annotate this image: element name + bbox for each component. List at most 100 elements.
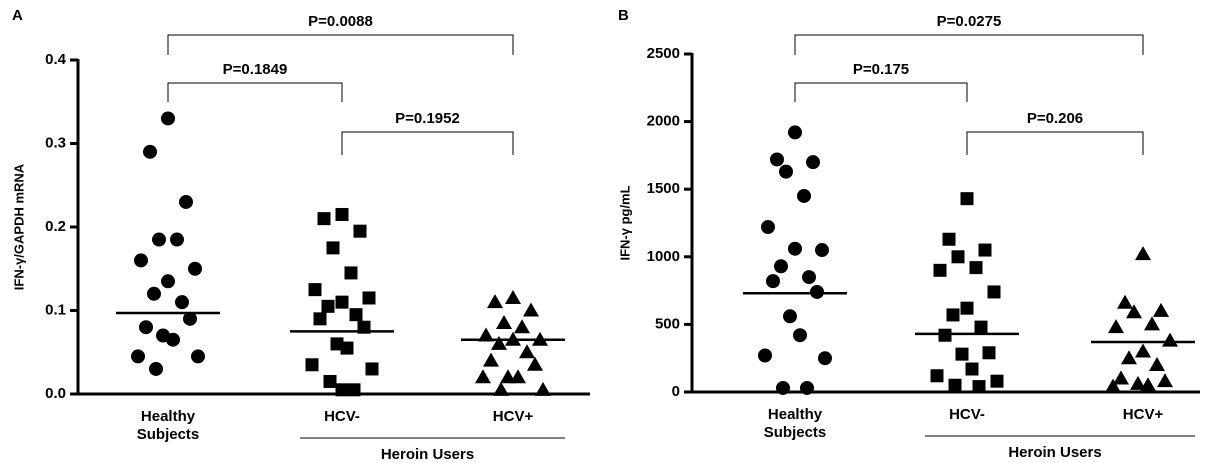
- data-point: [1144, 316, 1160, 331]
- data-point: [1149, 356, 1165, 371]
- p-value: P=0.1849: [223, 61, 288, 78]
- data-point: [818, 351, 832, 366]
- data-point: [938, 328, 952, 342]
- data-point: [313, 312, 327, 326]
- data-point: [308, 283, 322, 297]
- p-value: P=0.175: [853, 61, 909, 78]
- y-axis-label: IFN-γ/GAPDH mRNA: [11, 163, 26, 290]
- y-tick-label: 500: [655, 315, 680, 332]
- y-tick-label: 0: [672, 383, 680, 400]
- data-point: [505, 289, 521, 304]
- data-point: [166, 332, 180, 347]
- data-point: [330, 337, 344, 351]
- data-point: [131, 349, 145, 364]
- data-point: [806, 155, 820, 170]
- data-point: [183, 311, 197, 326]
- data-point: [1157, 373, 1173, 388]
- data-point: [758, 348, 772, 363]
- x-tick-label: HCV+: [1122, 406, 1164, 423]
- y-tick-label: 2000: [647, 113, 680, 130]
- data-point: [191, 349, 205, 364]
- data-point: [535, 381, 551, 396]
- x-category: HCV+: [493, 408, 533, 425]
- p-value: P=0.1952: [395, 110, 460, 127]
- data-point: [1121, 350, 1137, 365]
- significance-bracket: [167, 34, 514, 55]
- data-point: [1135, 246, 1151, 261]
- data-point: [362, 291, 376, 305]
- data-point: [510, 369, 526, 384]
- data-point: [802, 270, 816, 285]
- data-point: [946, 308, 960, 322]
- data-point: [335, 383, 349, 397]
- data-point: [335, 207, 349, 221]
- data-point: [487, 294, 503, 309]
- data-point: [800, 380, 814, 395]
- x-category: HCV+: [1122, 406, 1164, 423]
- data-point: [770, 152, 784, 167]
- significance-bracket: [794, 34, 1144, 55]
- data-point: [483, 352, 499, 367]
- data-point: [960, 192, 974, 206]
- x-tick-label: Healthy Subjects: [763, 406, 827, 441]
- data-point: [321, 299, 335, 313]
- data-point: [519, 344, 535, 359]
- y-tick-label: 0.2: [45, 218, 66, 235]
- data-point: [139, 320, 153, 335]
- data-point: [305, 358, 319, 372]
- data-point: [951, 250, 965, 264]
- data-point: [179, 194, 193, 209]
- data-point: [990, 374, 1004, 388]
- data-point: [188, 261, 202, 276]
- panel-label: A: [12, 7, 23, 24]
- y-axis-label: IFN-γ pg/mL: [617, 185, 632, 260]
- data-point: [974, 320, 988, 334]
- x-category: HCV-: [949, 406, 985, 423]
- data-point: [1126, 304, 1142, 319]
- data-point: [344, 266, 358, 280]
- data-point: [1153, 302, 1169, 317]
- x-category: Healthy Subjects: [763, 406, 827, 441]
- data-point: [766, 274, 780, 289]
- data-point: [810, 284, 824, 299]
- data-point: [323, 374, 337, 388]
- data-point: [175, 295, 189, 310]
- data-point: [149, 361, 163, 376]
- data-point: [347, 383, 361, 397]
- x-tick-label: HCV-: [324, 408, 360, 425]
- data-point: [152, 232, 166, 247]
- data-point: [1162, 332, 1178, 347]
- significance-bracket: [966, 131, 1144, 155]
- data-point: [523, 302, 539, 317]
- data-point: [955, 347, 969, 361]
- y-tick-label: 0.1: [45, 301, 66, 318]
- data-point: [335, 295, 349, 309]
- data-point: [788, 125, 802, 140]
- data-point: [982, 346, 996, 360]
- panel-label: B: [618, 7, 629, 24]
- data-point: [365, 362, 379, 376]
- x-tick-label: HCV-: [949, 406, 985, 423]
- data-point: [969, 261, 983, 275]
- p-value: P=0.0275: [937, 13, 1002, 30]
- p-value: P=0.0088: [308, 13, 373, 30]
- data-point: [1135, 343, 1151, 358]
- data-point: [960, 301, 974, 315]
- data-point: [493, 381, 509, 396]
- data-point: [776, 380, 790, 395]
- data-point: [491, 335, 507, 350]
- group-label: Heroin Users: [1008, 444, 1101, 461]
- data-point: [161, 111, 175, 126]
- data-point: [793, 328, 807, 343]
- data-point: [161, 274, 175, 289]
- data-point: [496, 315, 512, 330]
- data-point: [340, 341, 354, 355]
- data-point: [933, 263, 947, 277]
- y-tick-label: 1500: [647, 180, 680, 197]
- y-tick-label: 0.4: [45, 51, 67, 68]
- data-point: [815, 243, 829, 258]
- data-point: [978, 243, 992, 257]
- data-point: [527, 356, 543, 371]
- data-point: [1105, 378, 1121, 393]
